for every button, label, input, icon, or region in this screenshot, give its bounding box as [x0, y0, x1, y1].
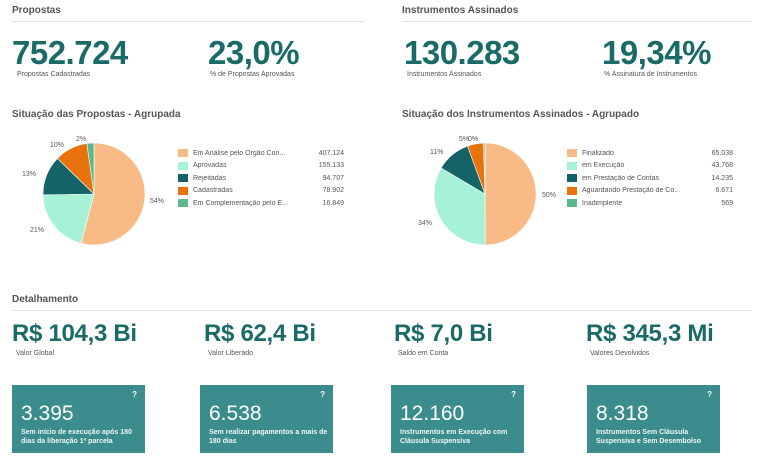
card-description: Sem início de execução após 180 dias da …: [21, 429, 132, 446]
pie-pct-label: 13%: [22, 171, 36, 178]
valores-devolvidos-value: R$ 345,3 Mi: [586, 320, 714, 347]
legend-item[interactable]: em Execução 43.768: [567, 160, 733, 173]
legend-item[interactable]: Inadimplente 569: [567, 197, 733, 210]
valor-liberado-label: Valor Liberado: [208, 350, 254, 357]
help-icon[interactable]: ?: [132, 390, 137, 399]
instrumentos-assinados-value: 130.283: [404, 34, 520, 71]
indicator-card-sem-inicio[interactable]: ? 3.395 Sem início de execução após 180 …: [12, 385, 145, 453]
pie-slice-1[interactable]: [484, 142, 537, 246]
pie-slice-2[interactable]: [42, 193, 95, 244]
legend-item[interactable]: Em Análise pelo Órgão Con... 407.124: [178, 147, 344, 160]
card-value: 3.395: [21, 402, 74, 425]
legend-swatch: [567, 149, 577, 158]
legend-item[interactable]: Cadastradas 78.902: [178, 185, 344, 198]
card-value: 6.538: [209, 402, 262, 425]
indicator-card-clausula-suspensiva[interactable]: ? 12.160 Instrumentos em Execução com Cl…: [391, 385, 524, 453]
pie-pct-label: 50%: [542, 192, 556, 199]
legend-item[interactable]: Em Complementação pelo E... 16.849: [178, 197, 344, 210]
pie-pct-label: 10%: [50, 142, 64, 149]
legend-swatch: [178, 161, 188, 170]
pie-pct-label: 5%: [459, 136, 469, 143]
pie-pct-label: 2%: [76, 136, 86, 143]
detalhamento-section-title: Detalhamento: [12, 294, 79, 305]
indicator-card-sem-pagamentos[interactable]: ? 6.538 Sem realizar pagamentos a mais d…: [200, 385, 333, 453]
legend-swatch: [178, 174, 188, 183]
divider: [12, 21, 364, 22]
legend-item[interactable]: Aprovadas 155.133: [178, 160, 344, 173]
pie-pct-label: 21%: [30, 227, 44, 234]
valor-global-label: Valor Global: [16, 350, 55, 357]
card-value: 8.318: [596, 402, 649, 425]
valor-liberado-value: R$ 62,4 Bi: [204, 320, 316, 347]
pie-pct-label: 11%: [430, 149, 444, 156]
help-icon[interactable]: ?: [707, 390, 712, 399]
propostas-section-title: Propostas: [12, 5, 61, 16]
assinatura-pct-label: % Assinatura de Instrumentos: [604, 71, 697, 78]
legend-swatch: [567, 174, 577, 183]
card-description: Instrumentos Sem Cláusula Suspensiva e S…: [596, 429, 702, 446]
indicator-card-sem-desembolso[interactable]: ? 8.318 Instrumentos Sem Cláusula Suspen…: [587, 385, 720, 453]
pie-pct-label: 34%: [418, 220, 432, 227]
legend-swatch: [567, 161, 577, 170]
pie-slice-1[interactable]: [80, 142, 146, 246]
instrumentos-section-title: Instrumentos Assinados: [402, 5, 519, 16]
propostas-cadastradas-value: 752.724: [12, 34, 128, 71]
pie-pct-label: 54%: [150, 198, 164, 205]
legend-item[interactable]: Aguardando Prestação de Co... 6.671: [567, 185, 733, 198]
saldo-em-conta-label: Saldo em Conta: [398, 350, 449, 357]
pie-slice-5[interactable]: [483, 142, 486, 195]
valor-global-value: R$ 104,3 Bi: [12, 320, 137, 347]
help-icon[interactable]: ?: [320, 390, 325, 399]
pie-pct-label: 0%: [468, 136, 478, 143]
legend-swatch: [178, 186, 188, 195]
instrumentos-chart-title: Situação dos Instrumentos Assinados - Ag…: [402, 109, 640, 120]
propostas-aprovadas-pct-label: % de Propostas Aprovadas: [210, 71, 295, 78]
legend-swatch: [567, 199, 577, 208]
legend-swatch: [567, 186, 577, 195]
valores-devolvidos-label: Valores Devolvidos: [590, 350, 650, 357]
propostas-chart-title: Situação das Propostas - Agrupada: [12, 109, 181, 120]
propostas-legend: Em Análise pelo Órgão Con... 407.124 Apro…: [178, 147, 344, 210]
help-icon[interactable]: ?: [511, 390, 516, 399]
divider: [12, 310, 752, 311]
saldo-em-conta-value: R$ 7,0 Bi: [394, 320, 493, 347]
instrumentos-pie-chart: 50% 34% 11% 5%0%: [418, 136, 556, 246]
pie-slice-2[interactable]: [433, 167, 486, 246]
card-description: Sem realizar pagamentos a mais de 180 di…: [209, 429, 328, 446]
card-value: 12.160: [400, 402, 465, 425]
instrumentos-assinados-label: Instrumentos Assinados: [407, 71, 482, 78]
propostas-pie-chart: 54% 21% 13% 10% 2%: [22, 136, 164, 246]
instrumentos-legend: Finalizado 65.038 em Execução 43.768 em Pr…: [567, 147, 733, 210]
pie-slice-5[interactable]: [86, 142, 95, 195]
legend-item[interactable]: em Prestação de Contas 14.235: [567, 172, 733, 185]
assinatura-pct-value: 19,34%: [602, 34, 711, 71]
legend-item[interactable]: Rejeitadas 94.707: [178, 172, 344, 185]
divider: [402, 21, 752, 22]
legend-swatch: [178, 199, 188, 208]
propostas-cadastradas-label: Propostas Cadastradas: [17, 71, 91, 78]
legend-item[interactable]: Finalizado 65.038: [567, 147, 733, 160]
propostas-aprovadas-pct-value: 23,0%: [208, 34, 300, 71]
legend-swatch: [178, 149, 188, 158]
card-description: Instrumentos em Execução com Cláusula Su…: [400, 429, 508, 446]
